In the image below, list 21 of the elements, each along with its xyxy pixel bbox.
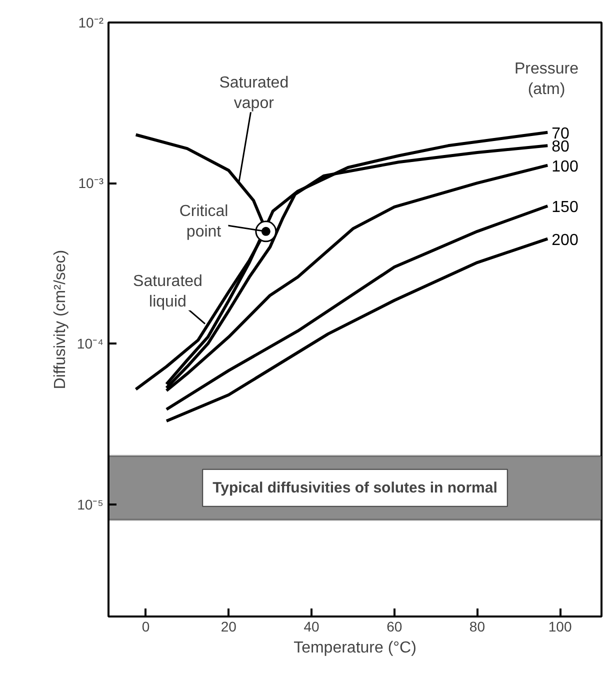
legend-title: Pressure (atm) bbox=[514, 60, 579, 98]
x-tick-label: 60 bbox=[386, 618, 402, 634]
x-axis-title: Temperature (°C) bbox=[294, 640, 416, 656]
annotation: Critical point bbox=[179, 203, 228, 240]
series-label: 80 bbox=[552, 138, 570, 156]
series-label: 100 bbox=[552, 158, 578, 176]
x-tick-label: 80 bbox=[469, 618, 486, 634]
y-tick-label: 10⁻² bbox=[78, 14, 104, 30]
series-label: 200 bbox=[552, 232, 578, 249]
x-tick-label: 20 bbox=[220, 618, 237, 634]
y-tick-label: 10⁻⁴ bbox=[76, 336, 104, 352]
x-tick-label: 100 bbox=[548, 618, 572, 634]
x-tick-label: 40 bbox=[304, 618, 320, 634]
annotation: Saturated vapor bbox=[219, 74, 289, 112]
y-axis-title: Diffusivity (cm²/sec) bbox=[52, 250, 69, 390]
y-tick-label: 10⁻³ bbox=[78, 175, 104, 192]
annotation: Saturated liquid bbox=[133, 272, 202, 310]
x-tick-label: 0 bbox=[142, 618, 150, 634]
series-label: 150 bbox=[552, 198, 578, 216]
band-label: Typical diffusivities of solutes in normal bbox=[212, 479, 498, 496]
y-tick-label: 10⁻⁵ bbox=[77, 496, 104, 512]
